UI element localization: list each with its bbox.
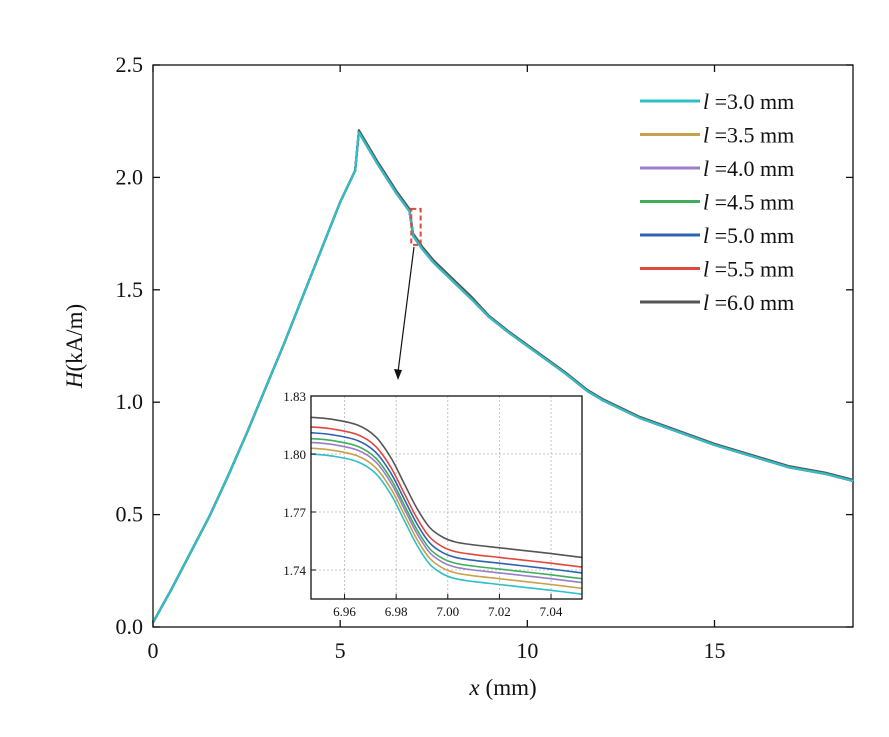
legend-value: =3.0 mm xyxy=(709,89,794,114)
inset-x-tick-label: 6.98 xyxy=(385,604,408,619)
inset-y-tick-label: 1.77 xyxy=(283,505,306,520)
inset-series-line xyxy=(310,441,583,584)
legend-var: l xyxy=(703,123,709,148)
y-axis-var: H xyxy=(62,370,87,389)
y-axis-unit: (kA/m) xyxy=(62,304,87,372)
legend-var: l xyxy=(703,257,709,282)
x-axis-unit: (mm) xyxy=(486,675,537,700)
y-tick-label: 1.5 xyxy=(116,277,144,302)
legend-entry-label: l =3.0 mm xyxy=(703,89,794,114)
inset-axis-ticks: 6.96 6.98 7.00 7.02 7.04 1.74 1.77 1.80 1.83 xyxy=(283,389,563,619)
x-axis-var: x xyxy=(468,675,480,700)
y-tick-label: 2.0 xyxy=(116,164,144,189)
legend-value: =4.0 mm xyxy=(709,156,794,181)
y-axis-label: H(kA/m) xyxy=(62,304,87,389)
legend-entry-label: l =5.0 mm xyxy=(703,223,794,248)
x-tick-label: 0 xyxy=(148,638,159,663)
inset-background xyxy=(311,396,582,599)
legend-var: l xyxy=(703,190,709,215)
legend-entry-label: l =6.0 mm xyxy=(703,290,794,315)
inset-x-tick-label: 7.00 xyxy=(436,604,459,619)
main-plot-frame xyxy=(152,64,854,628)
inset-series-line xyxy=(310,447,583,590)
inset-y-tick-label: 1.74 xyxy=(283,563,306,578)
y-tick-label: 0.5 xyxy=(116,502,144,527)
inset-x-tick-label: 7.02 xyxy=(488,604,511,619)
x-tick-label: 5 xyxy=(335,638,346,663)
legend-value: =5.0 mm xyxy=(709,223,794,248)
y-tick-label: 2.5 xyxy=(116,52,144,77)
legend-entry-label: l =4.0 mm xyxy=(703,156,794,181)
legend-entry-label: l =3.5 mm xyxy=(703,123,794,148)
y-tick-label: 0.0 xyxy=(116,614,144,639)
legend-entry-label: l =5.5 mm xyxy=(703,257,794,282)
inset-series-line xyxy=(310,437,583,580)
legend-var: l xyxy=(703,156,709,181)
legend-value: =5.5 mm xyxy=(709,257,794,282)
inset-x-tick-label: 6.96 xyxy=(333,604,356,619)
legend-var: l xyxy=(703,223,709,248)
x-tick-label: 10 xyxy=(516,638,538,663)
main-axis-ticks: 0 5 10 15 0.0 0.5 1.0 1.5 2.0 2.5 xyxy=(116,52,853,663)
inset-series-line xyxy=(310,426,583,568)
inset-chart: 6.96 6.98 7.00 7.02 7.04 1.74 1.77 1.80 1.83 xyxy=(283,389,583,619)
x-tick-label: 15 xyxy=(703,638,725,663)
zoom-arrow xyxy=(394,246,415,380)
legend-value: =3.5 mm xyxy=(709,123,794,148)
inset-series-line xyxy=(310,416,583,559)
legend: l =3.0 mml =3.5 mml =4.0 mml =4.5 mml =5… xyxy=(640,89,794,315)
inset-frame xyxy=(310,395,583,600)
legend-value: =4.5 mm xyxy=(709,190,794,215)
inset-x-tick-label: 7.04 xyxy=(540,604,563,619)
legend-var: l xyxy=(703,89,709,114)
inset-series-line xyxy=(310,453,583,595)
inset-series-line xyxy=(310,431,583,574)
legend-var: l xyxy=(703,290,709,315)
legend-value: =6.0 mm xyxy=(709,290,794,315)
inset-y-tick-label: 1.83 xyxy=(283,389,306,404)
x-axis-label: x (mm) xyxy=(468,675,536,700)
legend-entry-label: l =4.5 mm xyxy=(703,190,794,215)
zoom-region-marker xyxy=(410,207,422,246)
inset-series-lines xyxy=(310,416,583,595)
y-tick-label: 1.0 xyxy=(116,389,144,414)
inset-y-tick-label: 1.80 xyxy=(283,447,306,462)
